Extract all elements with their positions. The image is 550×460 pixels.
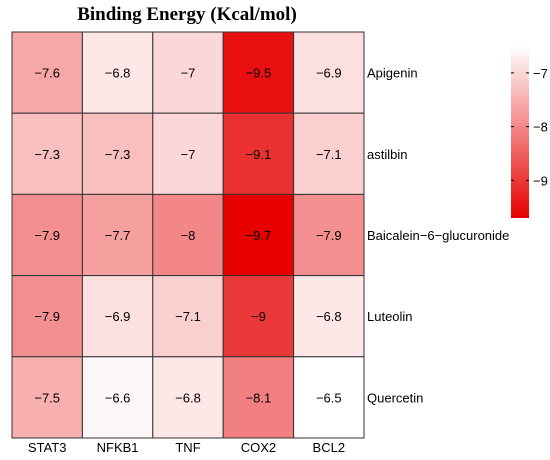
column-label: COX2: [241, 440, 276, 455]
row-labels: Apigenin astilbin Baicalein−6−glucuronide L…: [367, 66, 509, 406]
cell-value-label: −7.1: [316, 147, 342, 162]
cell-value-label: −7.1: [175, 309, 201, 324]
cell-value-label: −6.8: [105, 66, 131, 81]
heatmap-cell: [152, 275, 224, 358]
cell-value-label: −9.7: [246, 228, 272, 243]
heatmap-cell: [222, 356, 295, 439]
heatmap-cell: [81, 356, 154, 439]
column-label: BCL2: [313, 440, 346, 455]
heatmap-cell: [11, 112, 83, 195]
legend-tick-label: −8: [533, 120, 548, 135]
column-labels: STAT3 NFKB1 TNF COX2 BCL2: [28, 440, 345, 455]
chart-title: Binding Energy (Kcal/mol): [77, 4, 297, 25]
cell-value-label: −7: [181, 147, 196, 162]
heatmap-cell: [222, 112, 295, 195]
cell-value-label: −9: [251, 309, 266, 324]
cell-value-label: −9.1: [246, 147, 272, 162]
cell-value-label: −7.3: [105, 147, 131, 162]
heatmap-cell: [293, 31, 365, 114]
cell-value-label: −7.6: [34, 66, 60, 81]
cell-value-label: −7: [181, 66, 196, 81]
heatmap-cells: −7.6 −6.8 −7 −9.5 −6.9 −7.3 −7.3 −7 −9.1 −7.1 −7.9…: [11, 31, 365, 439]
color-legend: −7 −8 −9: [511, 46, 548, 218]
cell-value-label: −7.9: [316, 228, 342, 243]
row-label: Baicalein−6−glucuronide: [367, 228, 509, 243]
cell-value-label: −7.9: [34, 228, 60, 243]
cell-value-label: −7.5: [34, 390, 60, 405]
row-label: Apigenin: [367, 66, 418, 81]
heatmap-cell: [152, 193, 224, 277]
cell-value-label: −6.6: [105, 390, 131, 405]
row-label: Quercetin: [367, 390, 423, 405]
cell-value-label: −6.8: [175, 390, 201, 405]
heatmap-cell: [152, 112, 224, 195]
cell-value-label: −9.5: [246, 66, 272, 81]
cell-value-label: −7.9: [34, 309, 60, 324]
cell-value-label: −7.7: [105, 228, 131, 243]
heatmap-cell: [293, 275, 365, 358]
heatmap-cell: [293, 356, 365, 439]
row-label: Luteolin: [367, 309, 413, 324]
cell-value-label: −8: [181, 228, 196, 243]
heatmap-cell: [293, 193, 365, 277]
cell-value-label: −8.1: [246, 390, 272, 405]
row-label: astilbin: [367, 147, 407, 162]
cell-value-label: −6.5: [316, 390, 342, 405]
heatmap-cell: [222, 193, 295, 277]
color-legend-bar: [511, 46, 529, 218]
cell-value-label: −6.8: [316, 309, 342, 324]
column-label: NFKB1: [97, 440, 139, 455]
legend-tick-label: −9: [533, 173, 548, 188]
column-label: TNF: [175, 440, 200, 455]
heatmap-cell: [81, 112, 154, 195]
cell-value-label: −6.9: [316, 66, 342, 81]
heatmap-cell: [222, 275, 295, 358]
cell-value-label: −7.3: [34, 147, 60, 162]
cell-value-label: −6.9: [105, 309, 131, 324]
heatmap-cell: [11, 193, 83, 277]
legend-tick-label: −7: [533, 66, 548, 81]
column-label: STAT3: [28, 440, 67, 455]
heatmap-cell: [81, 193, 154, 277]
